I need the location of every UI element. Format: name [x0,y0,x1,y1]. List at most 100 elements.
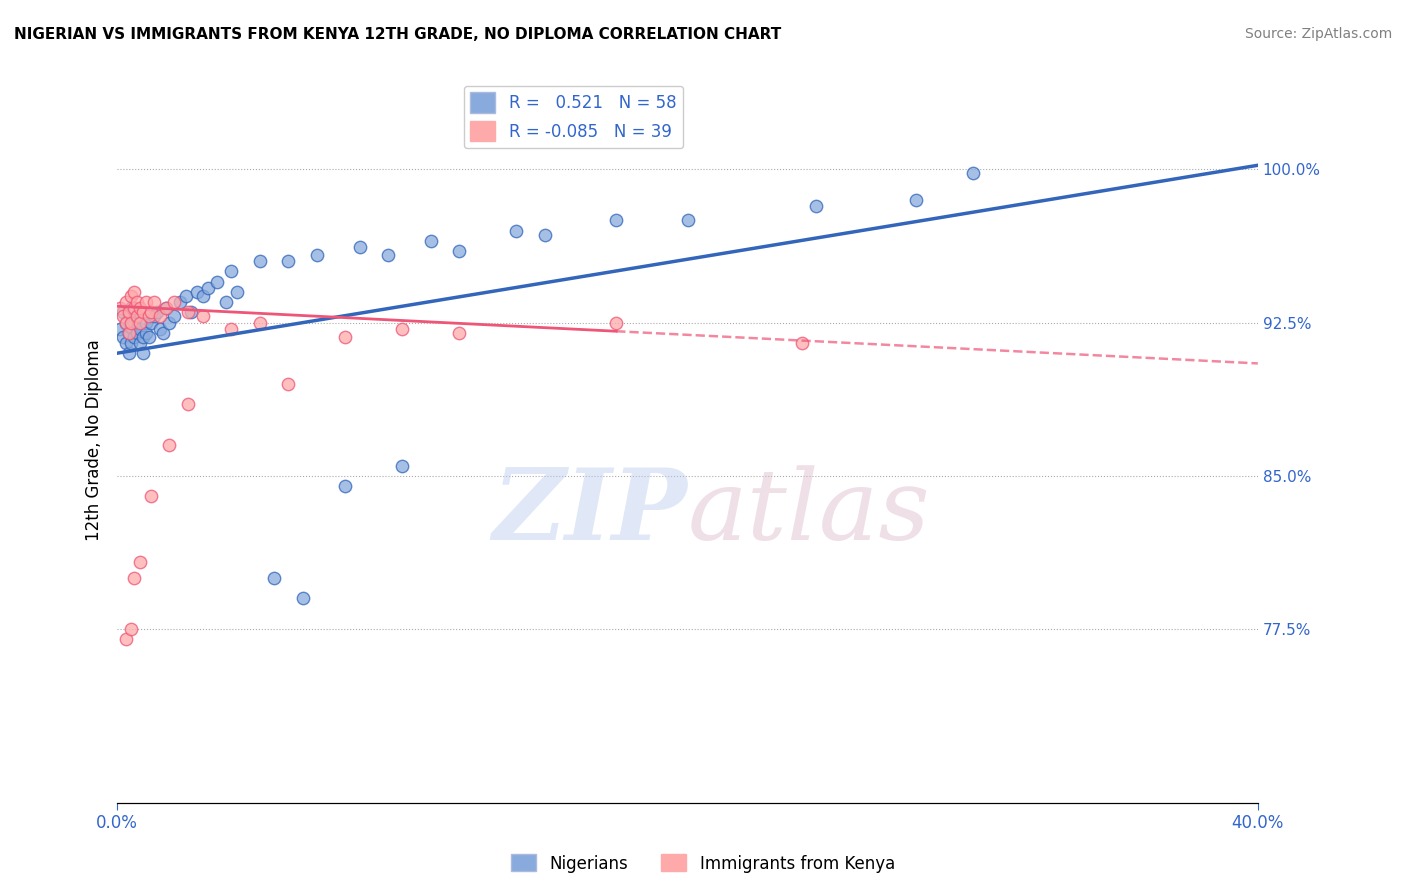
Point [391,321,413,335]
Point [335,479,357,493]
Text: ZIP: ZIP [492,464,688,561]
Point [191,310,214,324]
Point [114,316,136,330]
Point [605,213,627,227]
Point [305,248,328,262]
Point [129,301,152,316]
Point [219,321,242,335]
Point [163,310,186,324]
Point [163,295,186,310]
Point [191,289,214,303]
Point [129,336,152,351]
Point [219,264,242,278]
Point [205,275,228,289]
Point [249,316,271,330]
Point [120,289,142,303]
Point [111,310,134,324]
Point [177,305,200,319]
Point [169,295,191,310]
Point [157,438,180,452]
Point [149,321,172,335]
Point [962,166,984,180]
Point [197,281,219,295]
Point [120,336,142,351]
Point [129,321,152,335]
Point [146,305,169,319]
Point [117,326,139,340]
Point [214,295,236,310]
Point [127,310,149,324]
Text: atlas: atlas [688,465,931,560]
Point [124,571,146,585]
Point [135,316,157,330]
Point [143,310,166,324]
Point [335,330,357,344]
Point [904,193,927,207]
Point [174,289,197,303]
Point [129,316,152,330]
Point [277,254,299,268]
Point [108,321,131,335]
Point [155,301,177,316]
Point [449,244,471,258]
Point [120,319,142,334]
Point [534,227,557,242]
Y-axis label: 12th Grade, No Diploma: 12th Grade, No Diploma [86,339,103,541]
Point [138,310,160,324]
Point [135,326,157,340]
Point [141,305,163,319]
Point [391,458,413,473]
Point [114,295,136,310]
Point [117,305,139,319]
Point [132,346,155,360]
Point [124,316,146,330]
Point [120,301,142,316]
Point [114,336,136,351]
Legend: R =   0.521   N = 58, R = -0.085   N = 39: R = 0.521 N = 58, R = -0.085 N = 39 [464,86,683,148]
Point [120,622,142,636]
Point [605,316,627,330]
Point [180,305,202,319]
Point [249,254,271,268]
Point [108,301,131,316]
Point [141,489,163,503]
Point [120,316,142,330]
Point [127,310,149,324]
Point [124,301,146,316]
Text: Source: ZipAtlas.com: Source: ZipAtlas.com [1244,27,1392,41]
Point [177,397,200,411]
Point [152,326,174,340]
Point [117,346,139,360]
Point [132,305,155,319]
Point [138,330,160,344]
Point [129,555,152,569]
Point [114,316,136,330]
Point [263,571,285,585]
Point [157,316,180,330]
Point [149,310,172,324]
Point [349,240,371,254]
Point [155,301,177,316]
Legend: Nigerians, Immigrants from Kenya: Nigerians, Immigrants from Kenya [505,847,901,880]
Point [277,376,299,391]
Point [132,330,155,344]
Point [186,285,208,299]
Point [143,295,166,310]
Point [135,295,157,310]
Point [124,330,146,344]
Point [804,199,827,213]
Point [141,316,163,330]
Point [127,295,149,310]
Point [117,326,139,340]
Point [505,224,527,238]
Point [377,248,399,262]
Point [449,326,471,340]
Text: NIGERIAN VS IMMIGRANTS FROM KENYA 12TH GRADE, NO DIPLOMA CORRELATION CHART: NIGERIAN VS IMMIGRANTS FROM KENYA 12TH G… [14,27,782,42]
Point [114,632,136,647]
Point [291,591,314,606]
Point [226,285,249,299]
Point [676,213,699,227]
Point [117,310,139,324]
Point [124,285,146,299]
Point [790,336,813,351]
